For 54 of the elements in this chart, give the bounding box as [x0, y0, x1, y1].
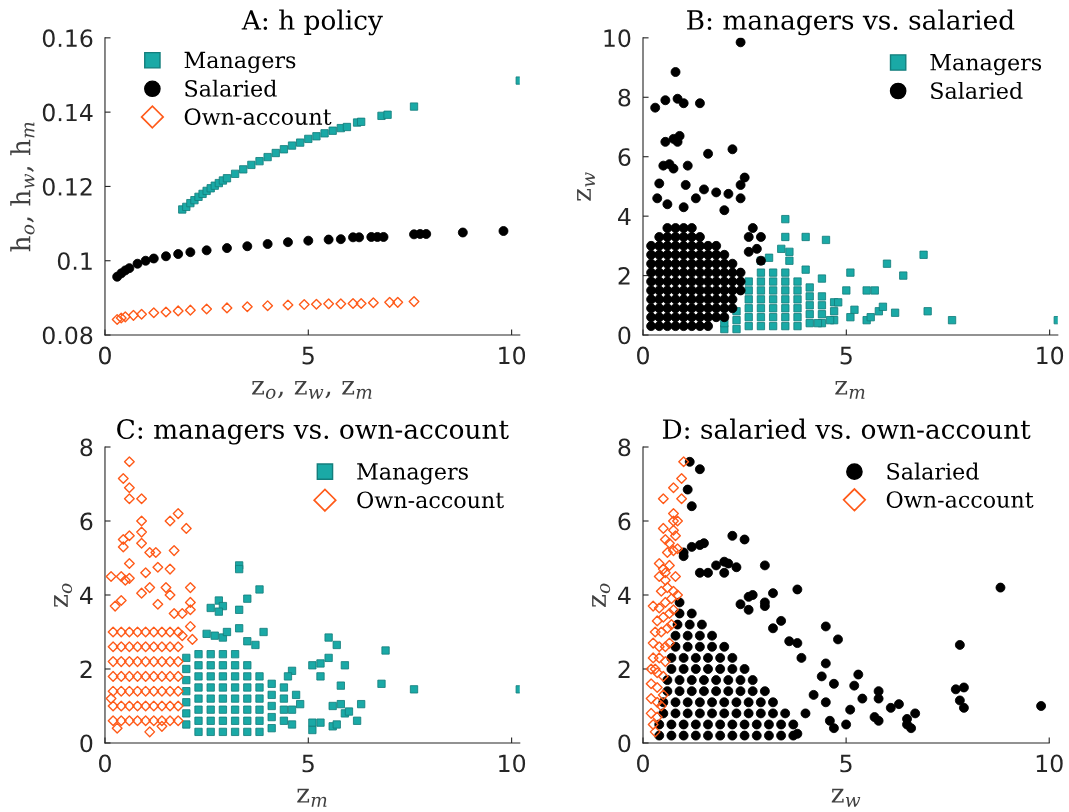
chart-title: D: salaried vs. own-account — [662, 418, 1031, 440]
x-tick-label: 0 — [637, 346, 649, 365]
y-tick-label: 2 — [80, 660, 92, 678]
legend-label: Own-account — [184, 108, 332, 126]
x-tick-label: 5 — [302, 346, 314, 365]
y-tick-label: 0.12 — [42, 177, 92, 196]
y-axis-title: z$_{o}$ — [54, 583, 73, 607]
x-axis-title: z$_{m}$ — [297, 788, 327, 807]
x-tick-label: 0 — [637, 754, 649, 773]
chart-title: C: managers vs. own-account — [117, 419, 509, 445]
y-axis-title: h$_{o}$, h$_{w}$, h$_{m}$ — [10, 122, 35, 252]
x-tick-label: 5 — [302, 754, 314, 773]
x-tick-label: 10 — [1036, 754, 1063, 773]
legend-label: Managers — [184, 51, 296, 73]
legend-label: Salaried — [887, 462, 979, 480]
y-tick-label: 8 — [618, 438, 631, 457]
y-tick-label: 8 — [618, 88, 631, 107]
legend-label: Managers — [357, 463, 468, 485]
legend-label: Salaried — [931, 81, 1023, 100]
legend-label: Own-account — [886, 491, 1034, 508]
y-tick-label: 0.14 — [42, 103, 93, 122]
y-axis-title: z$_{o}$ — [592, 583, 611, 607]
y-tick-label: 4 — [80, 586, 93, 604]
y-tick-label: 0 — [80, 734, 93, 753]
y-axis-title: z$_{w}$ — [577, 172, 595, 201]
x-axis-title: z$_{o}$, z$_{w}$, z$_{m}$ — [252, 380, 372, 399]
y-tick-label: 2 — [618, 660, 630, 678]
x-tick-label: 10 — [499, 346, 526, 365]
y-tick-label: 4 — [618, 586, 631, 604]
legend-label: Salaried — [185, 79, 277, 97]
y-tick-label: 0.16 — [42, 29, 93, 48]
x-tick-label: 0 — [99, 346, 111, 365]
x-tick-label: 5 — [840, 754, 852, 773]
y-tick-label: 8 — [80, 438, 93, 457]
legend-label: Managers — [930, 54, 1042, 76]
x-axis-title: z$_{m}$ — [835, 380, 865, 399]
chart-title: A: h policy — [241, 9, 383, 36]
x-tick-label: 5 — [840, 346, 852, 365]
y-tick-label: 0.08 — [42, 326, 93, 345]
y-tick-label: 2 — [618, 267, 630, 285]
y-tick-label: 0.1 — [57, 252, 92, 271]
x-axis-title: z$_{w}$ — [831, 788, 861, 807]
y-tick-label: 4 — [618, 207, 631, 226]
x-tick-label: 0 — [99, 754, 111, 773]
y-tick-label: 10 — [604, 29, 631, 48]
y-tick-label: 6 — [80, 512, 93, 531]
y-tick-label: 0 — [618, 326, 631, 345]
y-tick-label: 6 — [618, 148, 631, 167]
chart-title: B: managers vs. salaried — [687, 9, 1015, 36]
x-tick-label: 10 — [1037, 346, 1064, 365]
x-tick-label: 10 — [499, 754, 526, 773]
y-tick-label: 0 — [618, 734, 631, 753]
legend-label: Own-account — [357, 491, 505, 509]
y-tick-label: 6 — [618, 512, 631, 531]
